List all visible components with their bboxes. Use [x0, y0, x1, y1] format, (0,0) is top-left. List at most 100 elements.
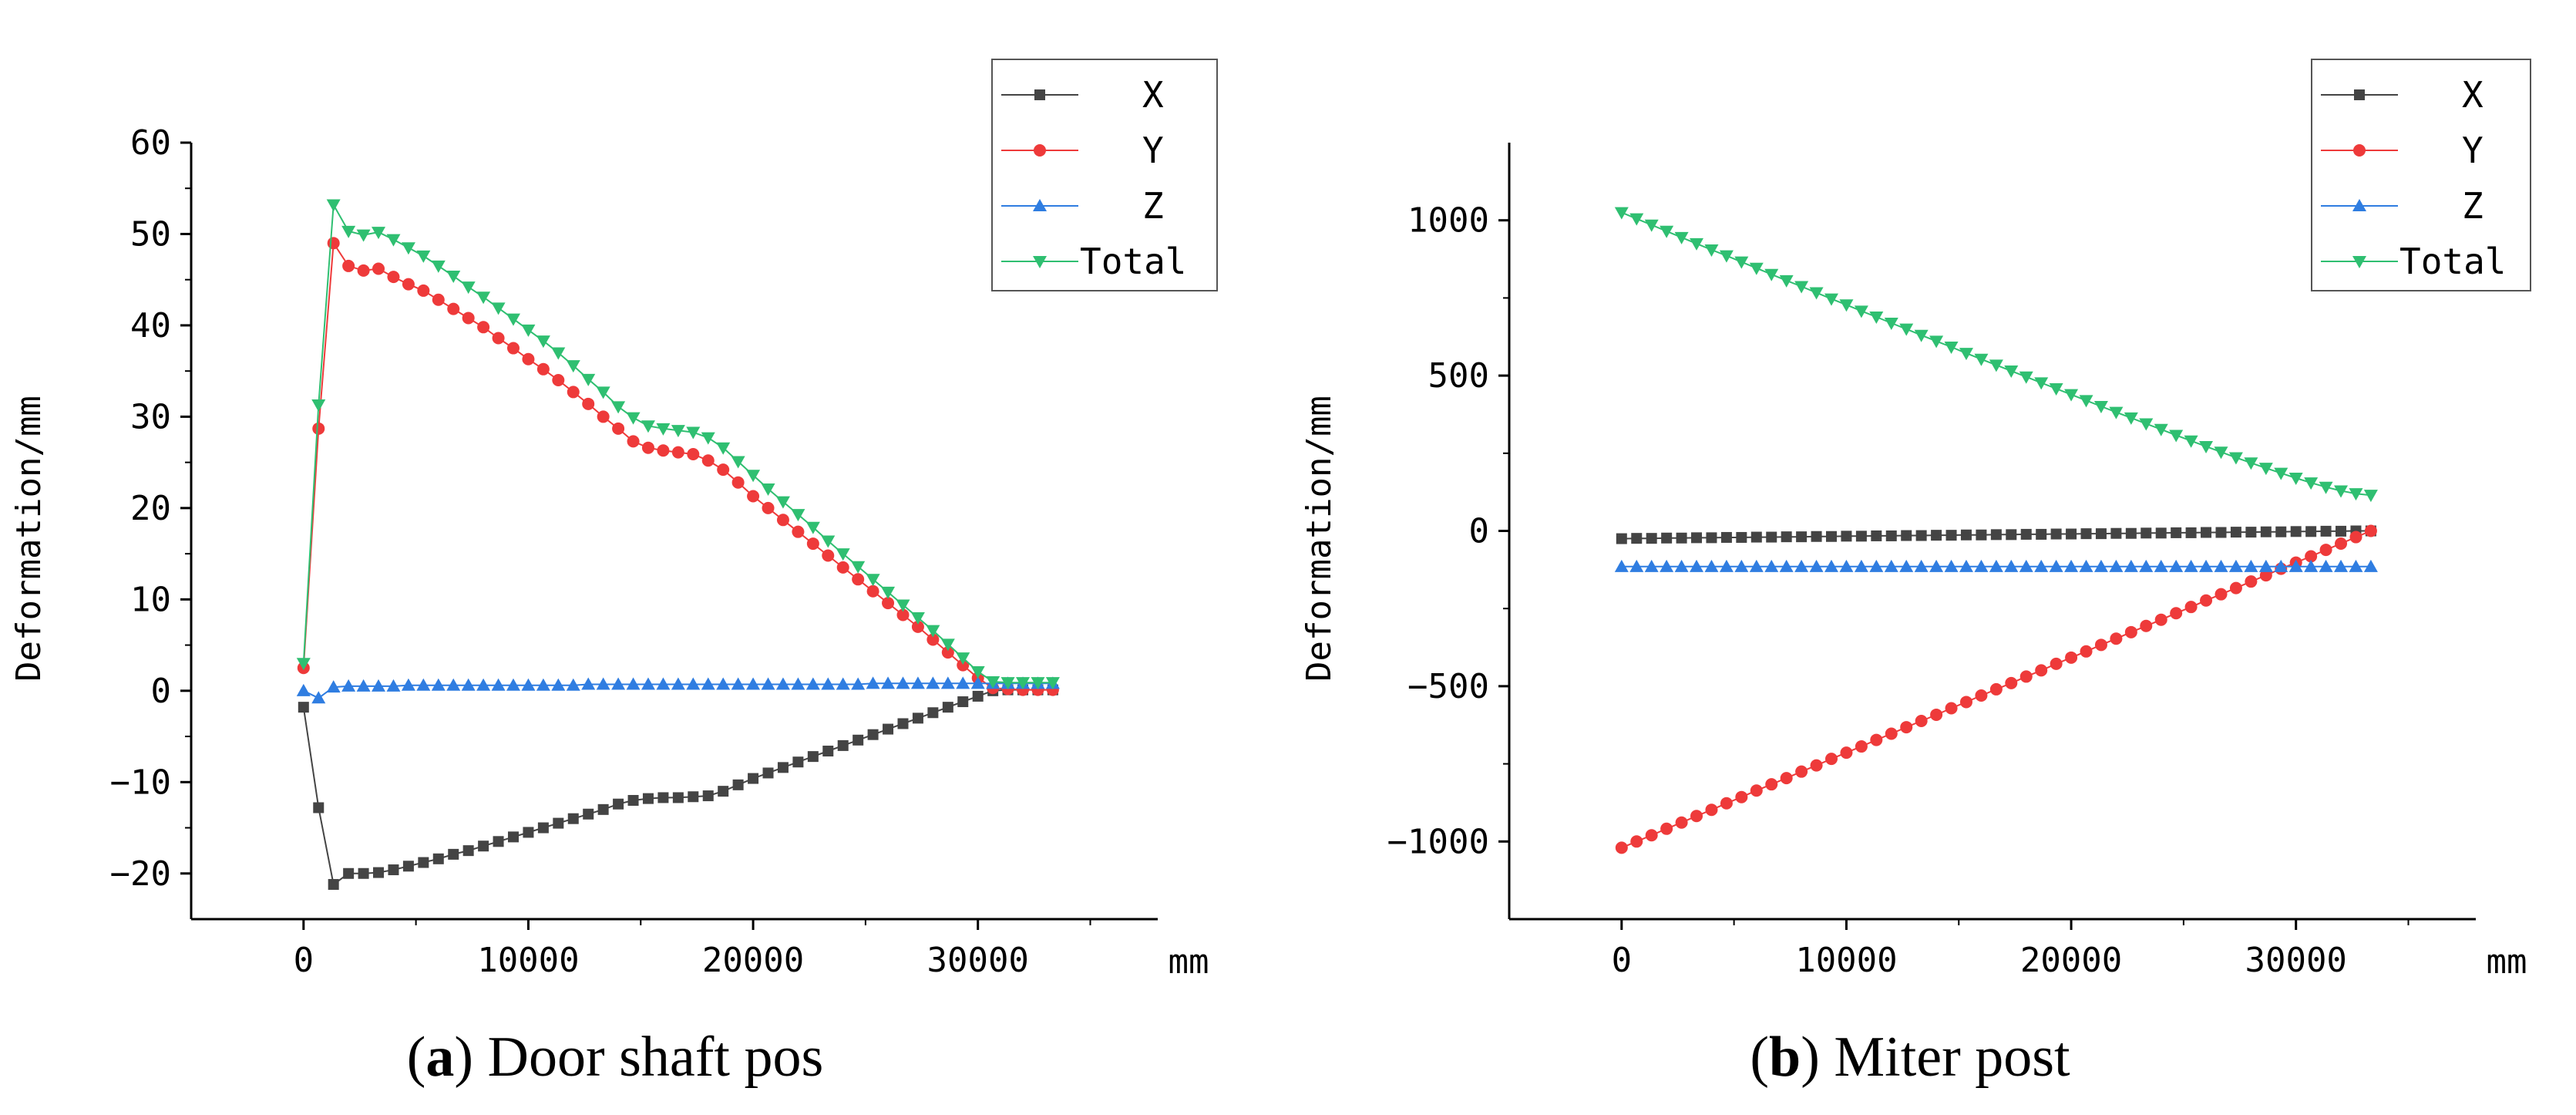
data-point-y [2050, 657, 2063, 670]
data-point-y [2124, 625, 2137, 638]
legend-box [991, 59, 1218, 291]
data-point-y [627, 435, 640, 448]
data-point-x [597, 803, 609, 815]
legend-marker-z [2352, 199, 2366, 211]
data-point-x [762, 767, 774, 779]
data-point-x [1646, 533, 1657, 544]
data-point-z [2304, 559, 2319, 572]
data-point-total [1704, 244, 1719, 257]
data-point-z [836, 677, 850, 690]
data-point-x [1766, 531, 1777, 543]
data-point-y [762, 501, 775, 514]
data-point-y [1645, 829, 1658, 842]
x-tick-label: 30000 [926, 941, 1028, 980]
y-axis-label: Deformation/mm [1300, 396, 1339, 682]
data-point-total [2258, 463, 2273, 476]
data-point-z [1734, 559, 1749, 572]
data-point-x [432, 853, 444, 864]
data-point-y [2080, 645, 2093, 658]
data-point-y [1945, 702, 1958, 715]
legend-marker-y [2353, 144, 2366, 157]
y-tick-label: 0 [151, 672, 172, 711]
figure-caption: (a) Door shaft pos [407, 1026, 824, 1089]
data-point-z [805, 677, 820, 690]
data-point-z [1989, 559, 2003, 572]
series-total [1614, 207, 2378, 503]
data-point-x [807, 751, 819, 763]
data-point-y [701, 454, 715, 467]
data-point-y [671, 446, 684, 459]
data-point-total [2274, 467, 2288, 480]
data-point-total [341, 225, 356, 238]
data-point-z [2288, 559, 2303, 572]
data-point-y [582, 397, 595, 410]
data-point-y [1885, 727, 1898, 740]
data-point-x [388, 864, 399, 876]
data-point-z [386, 679, 401, 692]
data-point-z [1839, 559, 1854, 572]
data-point-y [2110, 632, 2123, 645]
data-point-total [1809, 287, 1824, 300]
data-point-x [478, 840, 489, 852]
data-point-y [357, 264, 370, 277]
legend-label-x: X [1142, 74, 1164, 116]
data-point-total [2349, 488, 2363, 501]
data-point-z [970, 676, 985, 689]
data-point-z [1929, 559, 1944, 572]
data-point-y [2335, 537, 2348, 551]
data-point-total [521, 324, 536, 337]
data-point-x [2110, 527, 2122, 539]
data-point-x [507, 831, 519, 843]
data-point-y [402, 278, 415, 291]
data-point-total [2199, 440, 2214, 453]
y-tick-label: 10 [130, 580, 171, 619]
data-point-z [1719, 559, 1734, 572]
data-point-z [2034, 559, 2049, 572]
y-axis-label: Deformation/mm [9, 396, 49, 682]
data-point-y [1615, 841, 1628, 854]
data-point-y [506, 342, 520, 355]
data-point-total [2319, 481, 2333, 494]
data-point-total [1031, 677, 1045, 690]
data-point-total [1644, 219, 1659, 232]
caption-letter: a [425, 1026, 454, 1089]
data-point-z [1824, 559, 1838, 572]
data-point-total [491, 302, 506, 315]
data-point-y [822, 549, 835, 562]
data-point-y [2214, 588, 2228, 601]
data-point-x [912, 712, 923, 724]
data-point-y [657, 444, 670, 457]
data-point-x [2185, 527, 2197, 538]
data-point-x [1631, 533, 1643, 544]
data-point-z [551, 678, 566, 691]
data-point-total [986, 675, 1000, 689]
data-point-z [1629, 559, 1644, 572]
data-point-x [1960, 529, 1972, 541]
data-point-total [716, 442, 731, 455]
data-point-y [776, 514, 789, 527]
data-point-y [747, 490, 760, 503]
data-point-total [446, 270, 461, 283]
data-point-total [2109, 406, 2124, 419]
series-x [298, 684, 1058, 890]
data-point-y [2140, 619, 2153, 632]
data-point-x [792, 756, 804, 768]
data-point-y [1690, 810, 1703, 823]
y-tick-label: 60 [130, 123, 171, 163]
data-point-z [2349, 559, 2363, 572]
data-point-y [1855, 740, 1868, 753]
data-point-x [2155, 527, 2167, 539]
legend-label-total: Total [2399, 241, 2506, 282]
data-point-total [2093, 400, 2108, 413]
data-point-z [356, 679, 371, 692]
data-point-z [956, 676, 970, 689]
y-tick-label: 40 [130, 306, 171, 345]
data-point-y [1795, 765, 1808, 778]
data-point-y [522, 352, 535, 365]
series-total [296, 199, 1060, 690]
data-point-x [777, 762, 789, 773]
data-point-total [2304, 477, 2319, 490]
data-point-x [2020, 528, 2032, 540]
caption-text: Door shaft pos [473, 1026, 823, 1089]
data-point-x [1616, 533, 1627, 544]
